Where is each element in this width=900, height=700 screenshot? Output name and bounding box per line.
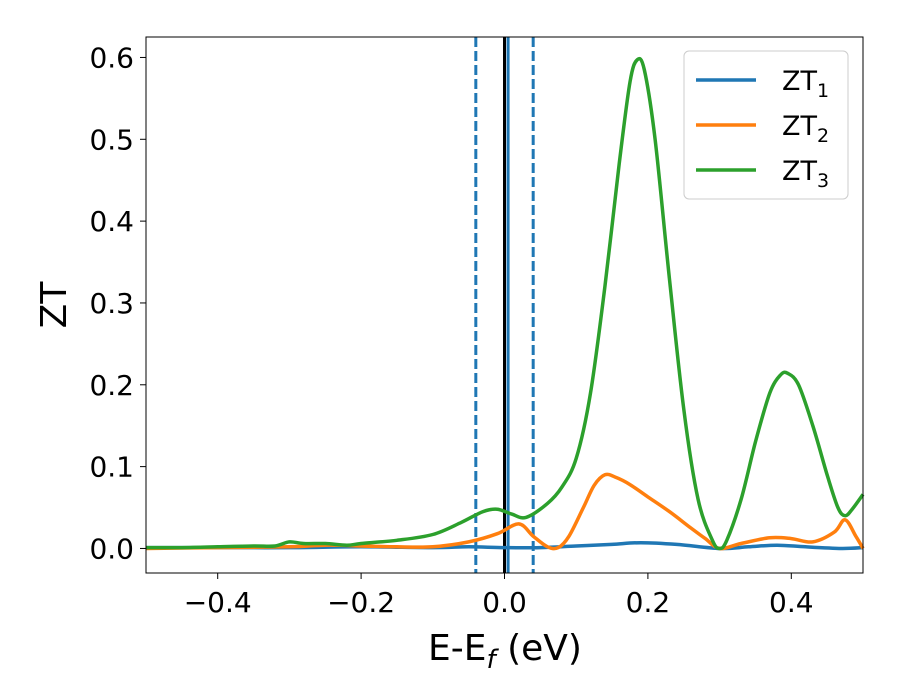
x-tick-label: −0.2: [327, 586, 395, 619]
x-axis-ticks: −0.4 −0.2 0.0 0.2 0.4: [184, 573, 814, 619]
y-tick-label: 0.4: [89, 205, 134, 238]
x-axis-label: E-Ef (eV): [428, 628, 582, 675]
y-tick-label: 0.2: [89, 369, 134, 402]
y-tick-label: 0.6: [89, 41, 134, 74]
y-tick-label: 0.5: [89, 123, 134, 156]
y-tick-label: 0.0: [89, 532, 134, 565]
y-tick-label: 0.3: [89, 287, 134, 320]
y-axis-ticks: 0.0 0.1 0.2 0.3 0.4 0.5 0.6: [89, 41, 146, 565]
y-tick-label: 0.1: [89, 451, 134, 484]
series-layer: [145, 56, 865, 551]
legend-label-zt1: ZT1: [782, 66, 829, 102]
legend: ZT1 ZT2 ZT3: [683, 50, 849, 200]
legend-label-zt3: ZT3: [782, 156, 829, 192]
y-axis-label: ZT: [34, 281, 75, 329]
legend-label-zt2: ZT2: [782, 111, 829, 147]
legend-box: [683, 50, 849, 200]
x-axis-label-unit: (eV): [496, 628, 582, 669]
x-tick-label: 0.2: [626, 586, 671, 619]
reference-lines: [474, 37, 535, 573]
series-line-zt2: [145, 472, 865, 551]
x-axis-label-main: E-E: [428, 628, 486, 669]
x-tick-label: −0.4: [184, 586, 252, 619]
x-tick-label: 0.4: [769, 586, 814, 619]
series-line-zt3: [145, 56, 865, 551]
x-tick-label: 0.0: [482, 586, 527, 619]
